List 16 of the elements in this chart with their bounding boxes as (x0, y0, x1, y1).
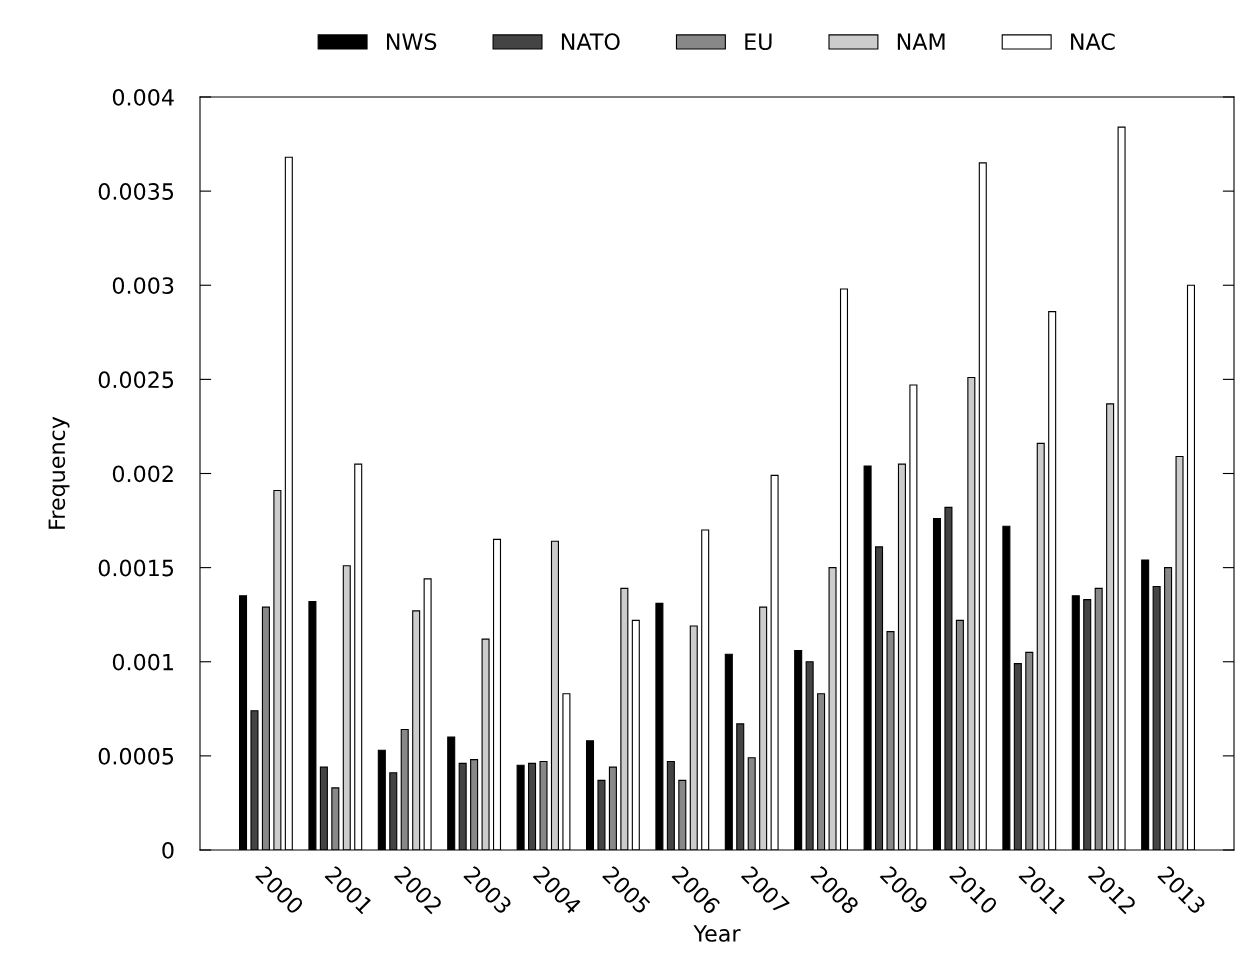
y-axis-title: Frequency (48, 416, 70, 529)
legend-label: NAC (1071, 33, 1115, 51)
legend-label: EU (745, 33, 772, 51)
legend-label: NATO (561, 33, 620, 51)
y-tick-label: 0.004 (112, 88, 174, 106)
legend-label: NAM (897, 33, 945, 50)
y-tick-label: 0.0015 (98, 559, 174, 577)
y-tick-label: 0 (162, 841, 174, 859)
legend-label: NWS (387, 33, 437, 51)
y-tick-label: 0.002 (112, 465, 173, 483)
y-tick-label: 0.003 (112, 277, 174, 295)
y-tick-label: 0.0025 (98, 371, 174, 389)
y-tick-label: 0.0005 (98, 747, 174, 765)
y-tick-label: 0.0035 (98, 183, 174, 200)
y-tick-label: 0.001 (112, 653, 173, 671)
x-axis-title: Year (693, 925, 741, 942)
